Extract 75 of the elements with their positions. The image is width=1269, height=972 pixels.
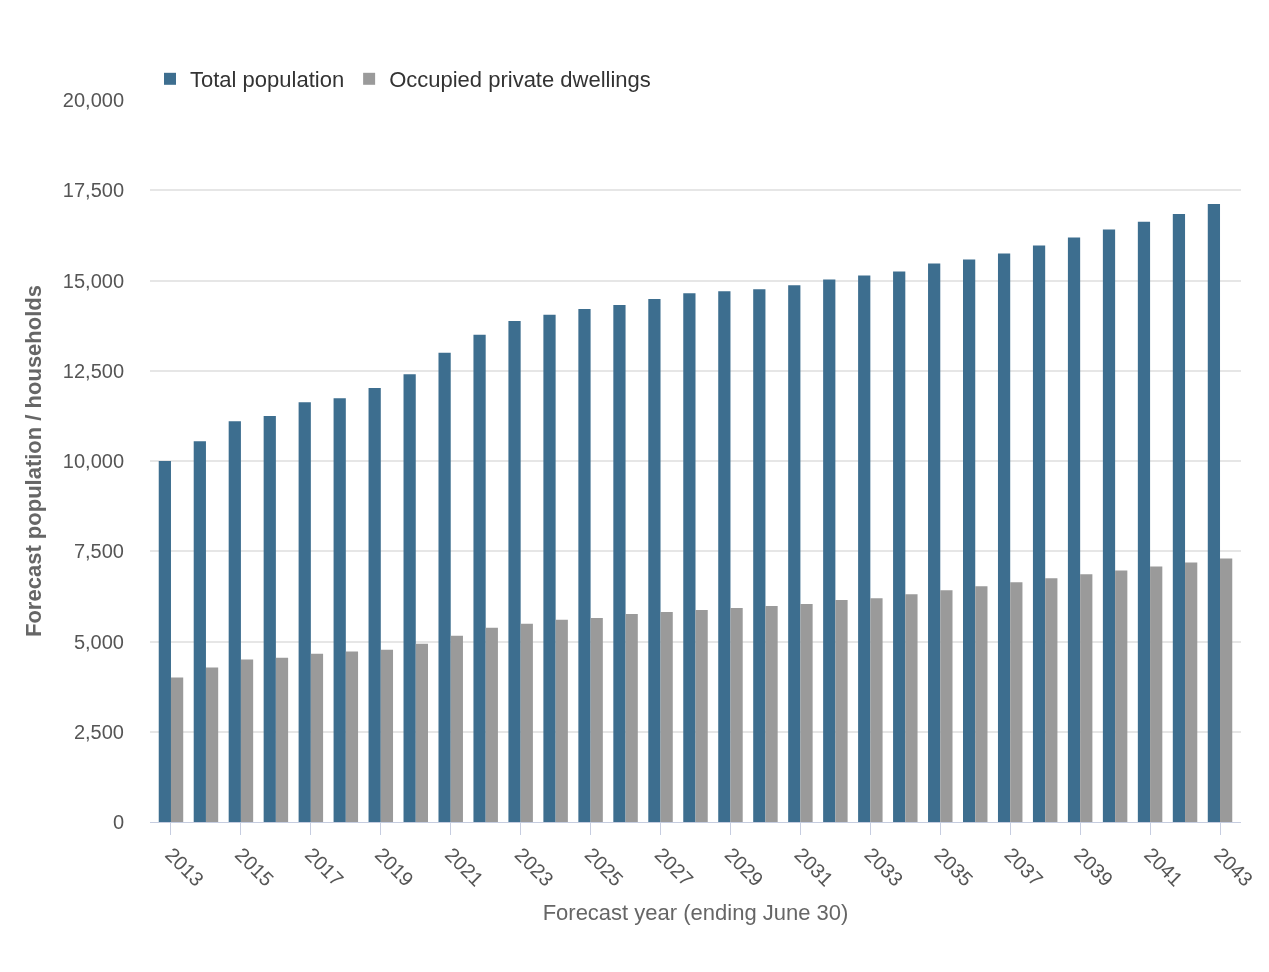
bar xyxy=(193,441,206,822)
bar xyxy=(438,352,451,822)
y-tick-label: 0 xyxy=(112,811,124,833)
bar xyxy=(1220,558,1233,822)
bar xyxy=(508,320,521,822)
bar xyxy=(1172,214,1186,822)
bar xyxy=(450,635,463,822)
bar xyxy=(555,619,568,822)
bar xyxy=(835,599,848,822)
bar xyxy=(205,667,219,822)
bar xyxy=(905,594,918,822)
bar xyxy=(858,275,871,822)
bar xyxy=(170,677,184,822)
bar xyxy=(310,653,324,822)
bar xyxy=(683,293,696,822)
bar xyxy=(625,614,638,822)
bar xyxy=(975,586,988,822)
bar xyxy=(473,334,486,822)
bar xyxy=(823,279,836,822)
bar xyxy=(240,659,254,822)
bar xyxy=(1150,566,1163,822)
bar xyxy=(753,289,766,822)
bar xyxy=(543,314,556,822)
legend-label: Total population xyxy=(190,67,345,93)
bar xyxy=(1010,582,1023,822)
bar xyxy=(345,651,359,822)
y-tick-label: 7,500 xyxy=(73,540,124,563)
bar xyxy=(695,610,708,822)
x-axis-title: Forecast year (ending June 30) xyxy=(542,900,849,926)
bar xyxy=(660,611,673,822)
bar xyxy=(765,606,778,822)
y-tick-label: 2,500 xyxy=(73,720,124,743)
bar xyxy=(1102,229,1116,822)
legend-label: Occupied private dwellings xyxy=(389,67,651,93)
bar xyxy=(1032,245,1046,822)
bar xyxy=(415,643,428,822)
bar xyxy=(368,388,381,822)
bar xyxy=(1115,570,1128,822)
bar xyxy=(730,607,743,822)
bar xyxy=(578,309,591,822)
bar xyxy=(275,657,289,822)
bar xyxy=(158,461,171,822)
y-tick-label: 17,500 xyxy=(62,179,124,202)
bar xyxy=(263,415,276,822)
bar xyxy=(485,627,498,822)
bar xyxy=(1137,221,1151,822)
bar xyxy=(870,598,883,822)
bar xyxy=(333,398,346,822)
bar xyxy=(718,291,731,822)
y-axis-title: Forecast population / households xyxy=(20,284,46,638)
bar xyxy=(520,623,533,822)
bar xyxy=(228,421,241,822)
bar xyxy=(648,298,661,822)
bar xyxy=(800,603,813,822)
bar xyxy=(928,263,941,822)
bar xyxy=(1207,203,1221,822)
bar xyxy=(380,649,394,822)
y-tick-label: 5,000 xyxy=(73,630,124,653)
bar xyxy=(298,402,311,822)
y-tick-label: 12,500 xyxy=(62,359,124,382)
y-tick-label: 20,000 xyxy=(62,89,124,111)
bar xyxy=(1080,574,1093,822)
bar xyxy=(1185,562,1198,822)
bar xyxy=(613,305,626,822)
bar xyxy=(963,259,976,822)
bar xyxy=(940,590,953,822)
bar xyxy=(893,271,906,822)
bar xyxy=(1045,578,1058,822)
bar xyxy=(1067,237,1081,822)
y-tick-label: 10,000 xyxy=(62,450,124,472)
bar xyxy=(403,374,416,822)
bar xyxy=(590,618,603,822)
y-tick-label: 15,000 xyxy=(62,269,124,292)
bar xyxy=(997,253,1011,822)
bar xyxy=(788,285,801,822)
